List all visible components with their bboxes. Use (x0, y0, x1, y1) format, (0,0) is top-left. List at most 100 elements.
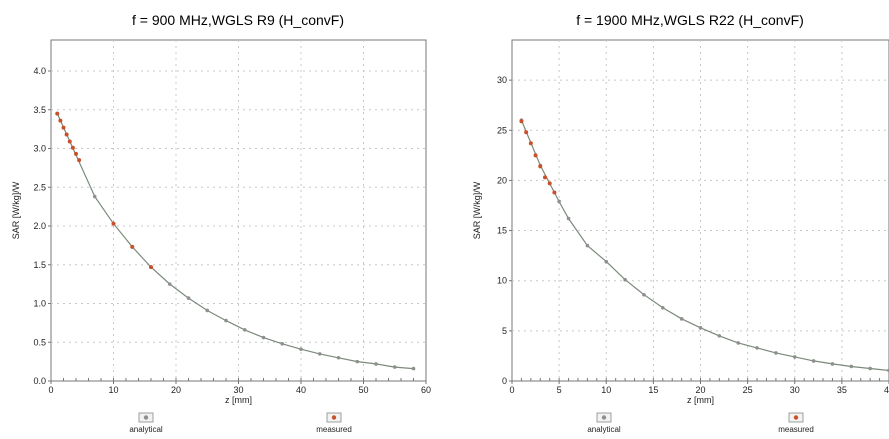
right-analytical-point (557, 199, 561, 204)
left-analytical-point (355, 359, 360, 364)
left-analytical-point (317, 352, 322, 356)
right-x-tick-label: 30 (790, 385, 800, 395)
right-x-tick-label: 20 (695, 385, 705, 395)
right-analytical-point (774, 351, 778, 355)
legend-label: measured (778, 425, 814, 434)
left-analytical-point (411, 366, 416, 371)
right-x-tick-label: 40 (884, 385, 889, 395)
left-y-tick-label: 2.0 (33, 221, 46, 231)
legend-swatch-marker (601, 415, 607, 420)
left-analytical-point (186, 296, 191, 300)
left-x-axis-label: z [mm] (225, 395, 252, 405)
left-analytical-point (280, 342, 285, 346)
right-analytical-point (868, 366, 872, 371)
right-analytical-point (792, 355, 797, 359)
right-analytical-point (849, 364, 854, 369)
right-analytical-point (830, 362, 835, 366)
left-measured-point (149, 265, 153, 270)
right-x-axis-label: z [mm] (687, 395, 714, 405)
left-plot-frame (50, 39, 427, 382)
right-y-tick-label: 30 (497, 75, 507, 85)
right-measured-point (533, 153, 538, 158)
left-y-tick-label: 2.5 (33, 182, 46, 192)
right-measured-point (528, 141, 533, 146)
legend-swatch-marker (331, 415, 337, 420)
left-measured-point (111, 221, 116, 226)
left-chart-title: f = 900 MHz,WGLS R9 (H_convF) (132, 12, 344, 28)
left-measured-point (74, 151, 78, 156)
right-measured-point (542, 175, 547, 180)
right-measured-point (547, 181, 552, 186)
left-measured-point (64, 132, 69, 137)
left-analytical-point (336, 355, 341, 360)
right-analytical-point (604, 259, 609, 264)
left-measured-point (130, 244, 135, 249)
left-analytical-point (205, 308, 210, 313)
right-analytical-point (566, 216, 571, 221)
left-legend-measured: measured (316, 412, 352, 434)
left-analytical-point (242, 328, 247, 332)
left-analytical-point (261, 335, 266, 340)
legend-label: measured (316, 425, 352, 434)
right-x-tick-label: 25 (743, 385, 753, 395)
right-analytical-point (679, 317, 684, 321)
right-analytical-point (811, 359, 816, 363)
left-x-tick-label: 20 (171, 385, 181, 395)
left-measured-point (61, 125, 66, 130)
right-plot-frame (511, 39, 889, 382)
left-analytical-point (92, 194, 97, 199)
left-x-tick-label: 0 (48, 385, 53, 395)
right-analytical-point (755, 346, 759, 350)
right-y-tick-label: 25 (497, 125, 507, 135)
legend-label: analytical (587, 425, 621, 434)
right-y-axis-label: SAR [W/kg]/W (472, 181, 482, 239)
right-x-tick-label: 0 (509, 385, 514, 395)
right-analytical-point (642, 292, 646, 297)
left-measured-point (70, 145, 75, 150)
legend-swatch-marker (143, 415, 149, 420)
right-analytical-point (623, 277, 627, 282)
right-y-tick-label: 0 (502, 376, 507, 386)
left-measured-point (77, 158, 82, 163)
left-x-tick-label: 10 (108, 385, 118, 395)
left-x-tick-label: 30 (233, 385, 243, 395)
right-y-tick-label: 15 (497, 226, 507, 236)
left-x-tick-label: 60 (421, 385, 431, 395)
right-measured-point (524, 130, 529, 135)
right-measured-point (538, 164, 543, 169)
left-chart: f = 900 MHz,WGLS R9 (H_convF) 0.0 0.5 1.0 1.… (11, 12, 431, 434)
legend-label: analytical (129, 425, 163, 434)
right-legend-measured: measured (778, 412, 814, 434)
right-chart-title: f = 1900 MHz,WGLS R22 (H_convF) (576, 12, 804, 28)
right-analytical-point (585, 243, 590, 248)
right-y-tick-label: 10 (497, 276, 507, 286)
right-measured-point (519, 119, 524, 124)
right-legend-analytical: analytical (587, 412, 621, 434)
left-analytical-point (392, 365, 397, 369)
left-y-tick-label: 4.0 (33, 66, 46, 76)
left-y-tick-label: 1.5 (33, 260, 46, 270)
left-y-tick-label: 3.5 (33, 105, 46, 115)
left-x-tick-label: 50 (358, 385, 368, 395)
right-x-tick-label: 10 (601, 385, 611, 395)
right-x-tick-label: 35 (837, 385, 847, 395)
right-analytical-point (698, 326, 703, 330)
left-measured-point (55, 111, 60, 116)
left-measured-point (58, 118, 63, 123)
left-analytical-point (167, 282, 172, 286)
left-legend-analytical: analytical (129, 412, 163, 434)
left-y-tick-label: 3.0 (33, 144, 46, 154)
left-y-tick-label: 1.0 (33, 299, 46, 309)
right-measured-point (552, 190, 557, 195)
right-x-tick-label: 15 (648, 385, 658, 395)
right-analytical-point (717, 334, 722, 338)
left-y-axis-label: SAR [W/kg]/W (11, 181, 21, 239)
left-measured-point (67, 139, 72, 144)
left-analytical-point (299, 347, 303, 352)
right-y-tick-label: 5 (502, 326, 507, 336)
left-analytical-point (224, 318, 228, 323)
right-analytical-point (661, 305, 665, 310)
right-y-tick-label: 20 (497, 175, 507, 185)
legend-swatch-marker (793, 415, 799, 420)
